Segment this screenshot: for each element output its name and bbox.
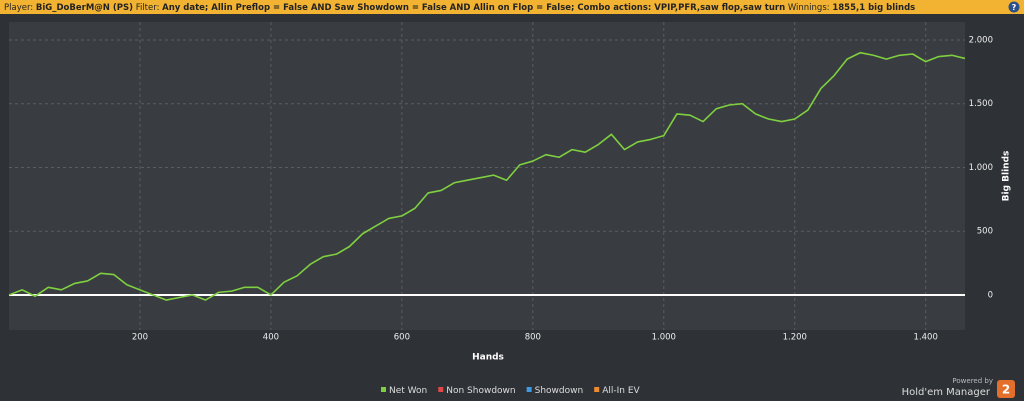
x-tick-label: 800 — [525, 333, 541, 343]
legend-label: All-In EV — [602, 386, 640, 396]
y-tick-label: 1.500 — [969, 99, 993, 109]
brand-badge — [997, 380, 1015, 398]
x-axis-label: Hands — [472, 353, 504, 363]
x-tick-label: 200 — [132, 333, 148, 343]
filter: Any date; Allin Preflop = False AND Saw … — [162, 3, 785, 13]
legend-label: Net Won — [389, 386, 427, 396]
player: BiG_DoBerM@N (PS) — [36, 3, 133, 13]
label: Winnings: — [788, 3, 830, 13]
y-tick-label: 1.000 — [969, 163, 993, 173]
legend-swatch — [381, 387, 386, 392]
series-line — [8, 51, 966, 301]
x-tick-label: 1.400 — [914, 333, 938, 343]
brand-badge-text: 2 — [1002, 383, 1010, 397]
legend-swatch — [526, 387, 532, 392]
header: Player: BiG_DoBerM@N (PS) Filter: Any da… — [4, 3, 915, 13]
legend-swatch — [594, 387, 600, 392]
label: Filter: — [136, 3, 160, 13]
label: Player: — [4, 3, 33, 13]
help-button[interactable] — [1008, 1, 1020, 13]
legend-swatch — [438, 387, 444, 392]
y-tick-label: 500 — [977, 227, 993, 237]
y-tick-label: 2.000 — [969, 35, 993, 45]
x-tick-label: 1.200 — [783, 333, 807, 343]
x-tick-label: 600 — [394, 333, 410, 343]
powered-by: Powered by — [952, 377, 993, 385]
x-tick-label: 1.000 — [652, 333, 676, 343]
legend-label: Non Showdown — [446, 386, 515, 396]
brand: Hold'em Manager — [902, 387, 991, 398]
y-axis-label: Big Blinds — [1002, 151, 1012, 202]
legend-label: Showdown — [535, 386, 584, 396]
winnings: 1855,1 big blinds — [832, 3, 915, 13]
x-tick-label: 400 — [263, 333, 279, 343]
help-icon[interactable]: ? — [1012, 3, 1017, 12]
header-bar — [0, 0, 1024, 14]
y-tick-label: 0 — [988, 290, 993, 300]
